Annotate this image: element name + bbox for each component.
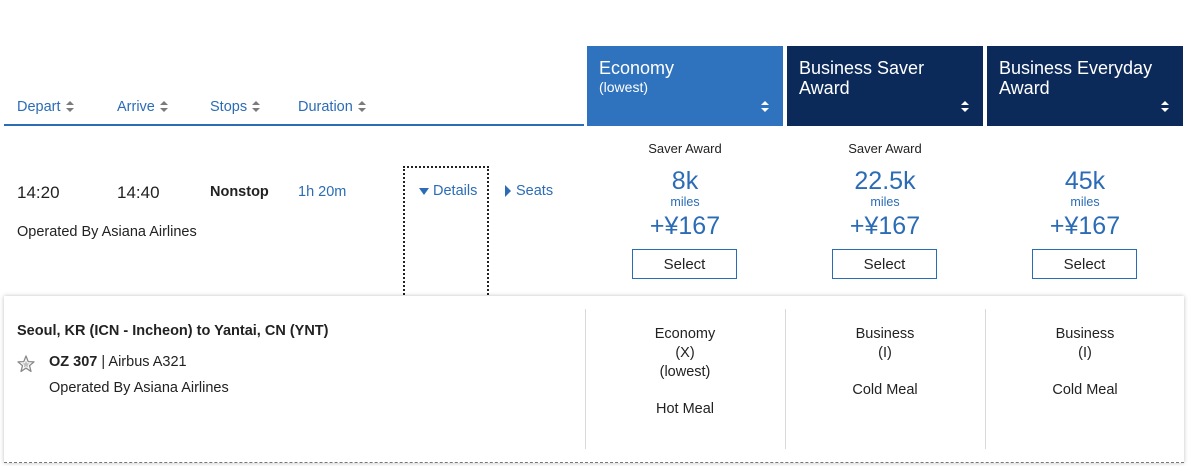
aircraft-type: Airbus A321 [108, 354, 187, 370]
details-operated-by: Operated By Asiana Airlines [49, 380, 229, 396]
fare-column-subtitle: Award [799, 78, 850, 98]
cabin-info-business-saver: Business (I) Cold Meal [787, 325, 983, 400]
cabin-name: Business [855, 326, 915, 342]
route-title: Seoul, KR (ICN - Incheon) to Yantai, CN … [17, 323, 329, 339]
sort-arrows-icon [159, 101, 168, 113]
select-button[interactable]: Select [632, 249, 737, 279]
details-focus-outline [403, 166, 489, 298]
sort-depart[interactable]: Depart [17, 99, 74, 115]
sort-stops-label: Stops [210, 99, 248, 115]
fare-cell-business-saver: Saver Award 22.5k miles +¥167 Select [787, 0, 983, 290]
fare-column-header-economy[interactable]: Economy (lowest) [587, 46, 783, 126]
flight-details-panel [4, 296, 1184, 463]
column-divider [985, 309, 986, 449]
sort-arrows-icon [1161, 101, 1169, 113]
select-button[interactable]: Select [1032, 249, 1137, 279]
sort-stops[interactable]: Stops [210, 99, 261, 115]
fare-column-subtitle: (lowest) [599, 79, 649, 95]
sort-duration[interactable]: Duration [298, 99, 366, 115]
sort-arrive[interactable]: Arrive [117, 99, 168, 115]
meal-service: Hot Meal [655, 401, 715, 417]
cabin-info-economy: Economy (X) (lowest) Hot Meal [587, 325, 783, 419]
fare-column-subtitle: Award [999, 78, 1050, 98]
fare-price: +¥167 [649, 212, 721, 240]
caret-right-icon [505, 185, 511, 197]
booking-code: (I) [878, 345, 892, 361]
header-divider [4, 124, 584, 126]
fare-type: Saver Award [648, 141, 722, 156]
booking-code: (X) [675, 345, 695, 361]
fare-cell-economy: Saver Award 8k miles +¥167 Select [587, 0, 783, 290]
fare-miles: 8k [671, 167, 699, 195]
cabin-info-business-everyday: Business (I) Cold Meal [987, 325, 1183, 400]
fare-miles-unit: miles [670, 195, 700, 209]
fare-column-header-business-everyday[interactable]: Business Everyday Award [987, 46, 1183, 126]
sort-depart-label: Depart [17, 99, 61, 115]
meal-service: Cold Meal [852, 382, 918, 398]
cabin-name: Business [1055, 326, 1115, 342]
seats-label: Seats [516, 183, 554, 199]
seats-link[interactable]: Seats [505, 183, 553, 199]
flight-info: OZ 307 | Airbus A321 [49, 354, 187, 370]
stops-value: Nonstop [210, 184, 269, 200]
select-button[interactable]: Select [832, 249, 937, 279]
sort-arrows-icon [761, 101, 769, 113]
operated-by: Operated By Asiana Airlines [17, 224, 197, 240]
separator: | [101, 354, 106, 370]
arrive-time: 14:40 [117, 183, 160, 202]
meal-service: Cold Meal [1052, 382, 1118, 398]
duration-value: 1h 20m [298, 184, 347, 200]
fare-miles-unit: miles [870, 195, 900, 209]
fare-column-title: Business Everyday [999, 58, 1153, 78]
fare-column-title: Business Saver [799, 58, 925, 78]
sort-arrive-label: Arrive [117, 99, 155, 115]
details-label: Details [433, 183, 478, 199]
column-divider [585, 309, 586, 449]
cabin-note: (lowest) [659, 364, 711, 380]
fare-column-title: Economy [599, 58, 675, 78]
column-divider [785, 309, 786, 449]
sort-duration-label: Duration [298, 99, 353, 115]
sort-arrows-icon [252, 101, 261, 113]
sort-arrows-icon [65, 101, 74, 113]
fare-price: +¥167 [1049, 212, 1121, 240]
star-alliance-icon [17, 355, 35, 378]
cabin-name: Economy [654, 326, 716, 342]
details-toggle[interactable]: Details [419, 183, 477, 199]
fare-miles: 45k [1064, 167, 1106, 195]
fare-cell-business-everyday: 45k miles +¥167 Select [987, 0, 1183, 290]
sort-arrows-icon [961, 101, 969, 113]
depart-time: 14:20 [17, 183, 60, 202]
flight-number: OZ 307 [49, 354, 98, 370]
fare-price: +¥167 [849, 212, 921, 240]
fare-type: Saver Award [848, 141, 922, 156]
fare-miles-unit: miles [1070, 195, 1100, 209]
sort-arrows-icon [357, 101, 366, 113]
fare-column-header-business-saver[interactable]: Business Saver Award [787, 46, 983, 126]
fare-miles: 22.5k [854, 167, 916, 195]
booking-code: (I) [1078, 345, 1092, 361]
caret-down-icon [419, 187, 429, 195]
